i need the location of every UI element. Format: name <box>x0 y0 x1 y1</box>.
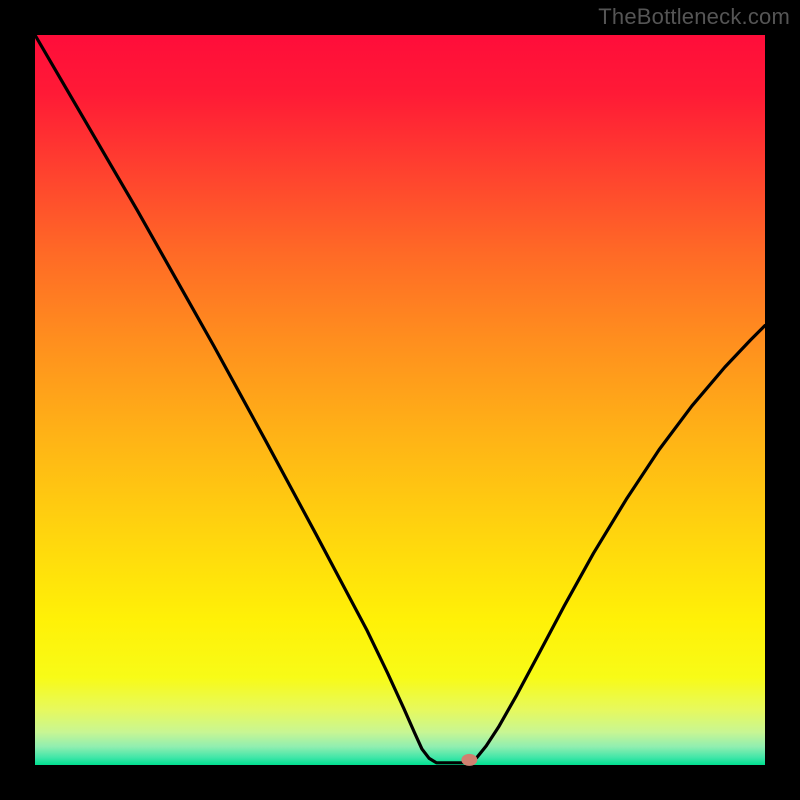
optimal-point-marker <box>461 754 477 766</box>
bottleneck-chart: TheBottleneck.com <box>0 0 800 800</box>
watermark-text: TheBottleneck.com <box>598 4 790 30</box>
plot-background <box>35 35 765 765</box>
chart-svg <box>0 0 800 800</box>
